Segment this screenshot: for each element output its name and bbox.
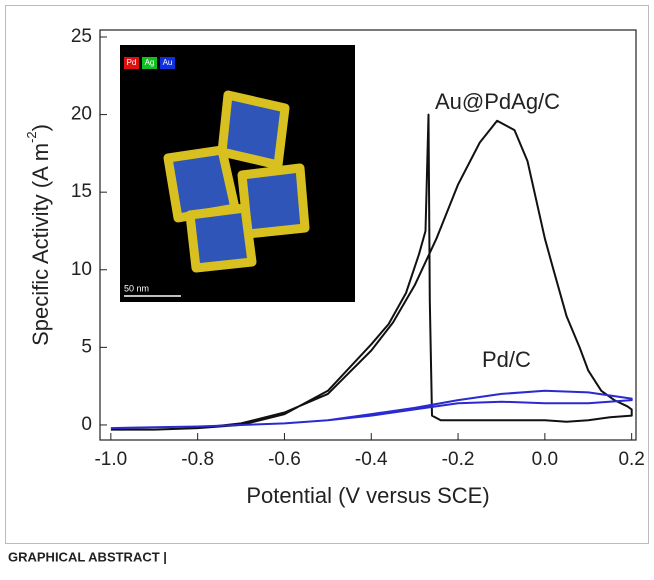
y-tick-label: 25	[71, 26, 92, 47]
y-tick-label: 10	[71, 259, 92, 280]
x-tick-label: -1.0	[94, 449, 127, 470]
x-tick-label: -0.2	[442, 449, 475, 470]
y-tick-label: 0	[81, 414, 92, 435]
y-axis-label-text: Specific Activity (A m	[28, 143, 53, 346]
inset-legend: Au	[163, 58, 173, 67]
inset-image	[120, 45, 355, 302]
page: {"caption": "GRAPHICAL ABSTRACT |", "cha…	[0, 0, 654, 575]
y-axis-label-end: )	[28, 124, 53, 131]
x-tick-label: -0.6	[268, 449, 301, 470]
inset-legend: Ag	[145, 58, 155, 67]
scale-bar-label: 50 nm	[124, 283, 149, 293]
annotation: Au@PdAg/C	[435, 89, 560, 114]
y-axis-label-sup: -2	[24, 131, 39, 143]
y-tick-label: 20	[71, 104, 92, 125]
figure: Pd Ag Au 50 nm Au@PdAg/C Pd/C Potential …	[0, 0, 654, 575]
series-line	[111, 391, 632, 428]
caption: GRAPHICAL ABSTRACT |	[8, 549, 167, 564]
x-tick-label: 0.2	[618, 449, 644, 470]
x-tick-label: -0.4	[355, 449, 388, 470]
inset-legend: Pd	[127, 58, 137, 67]
x-tick-label: 0.0	[532, 449, 558, 470]
y-axis-label: Specific Activity (A m-2)	[24, 124, 52, 346]
y-tick-label: 5	[81, 336, 92, 357]
x-tick-label: -0.8	[181, 449, 214, 470]
x-axis-label: Potential (V versus SCE)	[246, 483, 489, 508]
annotation: Pd/C	[482, 347, 531, 372]
y-tick-label: 15	[71, 181, 92, 202]
